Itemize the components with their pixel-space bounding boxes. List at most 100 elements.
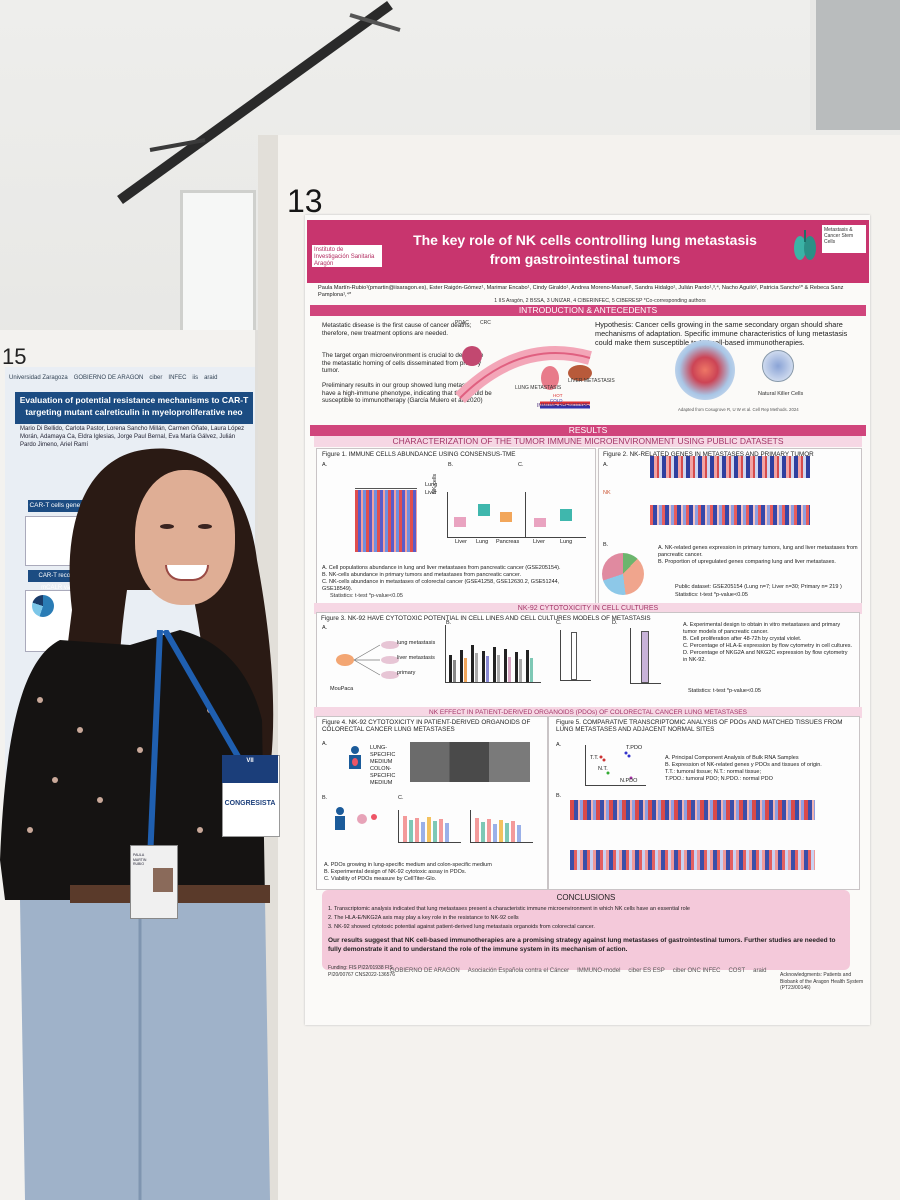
- figure-title: Figure 5. COMPARATIVE TRANSCRIPTOMIC ANA…: [556, 719, 843, 733]
- bar-chart-graphic: [560, 630, 591, 681]
- panel-label: C.: [398, 795, 404, 801]
- lungs-icon: [794, 230, 816, 260]
- id-card-photo: [153, 868, 173, 892]
- figure-title: Figure 3. NK-92 HAVE CYTOTOXIC POTENTIAL…: [321, 615, 651, 622]
- logo-text: ciber: [149, 375, 163, 381]
- conclusion-summary: Our results suggest that NK cell-based i…: [328, 937, 836, 953]
- bar: [641, 631, 649, 683]
- bar-chart-svg: [449, 645, 533, 682]
- gene-group-label: NK: [603, 490, 611, 496]
- funding-text: Funding: FIS PI22/01938 FIS PI20/00767 C…: [328, 965, 395, 978]
- caption-line: A. Cell populations abundance in lung an…: [322, 565, 561, 571]
- caption-line: B. Experimental design of NK-92 cytotoxi…: [324, 869, 467, 875]
- tick-label: Liver: [533, 539, 545, 545]
- poster-header: [307, 220, 869, 283]
- pca-label: N.T.: [598, 766, 608, 772]
- caption-line: B. NK-cells abundance in primary tumors …: [322, 572, 522, 578]
- panel-label: A.: [322, 462, 328, 468]
- diagram-label: IMMUNE PHENOTYPE: [537, 403, 590, 409]
- board-number: 15: [2, 344, 27, 369]
- intro-bullet: Preliminary results in our group showed …: [322, 382, 492, 405]
- caption-line: T.T.: tumoral tissue; N.T.: normal tissu…: [665, 769, 761, 775]
- caption-line: C. Percentage of HLA-E expression by flo…: [683, 643, 853, 649]
- cell-label: primary: [397, 670, 416, 676]
- caption-line: D. Percentage of NKG2A and NKG2C express…: [683, 650, 848, 663]
- bar-chart-graphic: [630, 628, 661, 684]
- heatmap: [570, 800, 815, 820]
- cell-label: lung metastasis: [397, 640, 436, 646]
- eye: [160, 524, 174, 529]
- institute-logo: Instituto de Investigación Sanitaria Ara…: [312, 245, 382, 267]
- medium-label: LUNG-SPECIFIC MEDIUM: [370, 745, 396, 765]
- poster-title: The key role of NK cells controlling lun…: [413, 232, 757, 248]
- caption-line: B. Proportion of upregulated genes compa…: [658, 559, 836, 565]
- caption-line: A. Experimental design to obtain in vitr…: [683, 622, 841, 635]
- person-icon: [349, 746, 361, 769]
- person-body: [0, 630, 270, 1200]
- caption-line: T.PDO.: tumoral PDO; N.PDO.: normal PDO: [665, 776, 773, 782]
- panel-label: A.: [322, 625, 328, 631]
- bar-chart-svg: [403, 816, 449, 842]
- figure-title: Figure 2. NK-RELATED GENES IN METASTASES…: [603, 451, 814, 458]
- sponsor-logo: Asociación Española contra el Cáncer: [467, 968, 570, 974]
- diagram-label: PDAC: [455, 320, 469, 326]
- face: [135, 470, 235, 605]
- bar-chart-graphic: [470, 810, 533, 843]
- figure-panel: [316, 612, 860, 709]
- assay-design-graphic: [335, 807, 377, 830]
- section-subheader: NK-92 CYTOTOXICITY IN CELL CULTURES: [314, 603, 862, 614]
- conclusion-item: 1. Transcriptomic analysis indicated tha…: [328, 906, 690, 912]
- eye: [198, 524, 212, 529]
- nk-cell-label: Natural Killer Cells: [758, 391, 804, 397]
- diagram-label: LIVER METASTASIS: [568, 378, 615, 384]
- image-credit: Adapted from Cosugrove R, U W et al. Cel…: [678, 407, 799, 412]
- pie-chart-graphic: [32, 595, 54, 617]
- sponsor-logo: ciber ONC INFEC: [672, 968, 721, 974]
- logo-text: iis: [192, 375, 199, 381]
- poster-affiliations: 1 IIS Aragón, 2 BSSA, 3 UNIZAR, 4 CIBERI…: [494, 298, 706, 304]
- boxplot-axes: [525, 492, 586, 538]
- axis-label: NK cells: [432, 473, 438, 494]
- bar: [571, 632, 577, 680]
- boxplot-axes: [447, 492, 526, 538]
- sponsor-logo: GOBIERNO DE ARAGON: [390, 968, 460, 974]
- section-header: INTRODUCTION & ANTECEDENTS: [310, 305, 866, 316]
- intro-bullet: The target organ microenvironment is cru…: [322, 352, 484, 375]
- badge-header: VII: [222, 755, 278, 783]
- caption-line: B. Expression of NK-related genes y PDOs…: [665, 762, 822, 768]
- medium-label: COLON-SPECIFIC MEDIUM: [370, 766, 396, 786]
- statistics-note: Statistics: t-test *p-value<0.05: [675, 592, 748, 598]
- window: [810, 0, 900, 130]
- tumor-microscopy-image: [675, 340, 735, 400]
- figure-caption: A. NK-related genes expression in primar…: [658, 545, 858, 566]
- acknowledgments: Acknowledgments: Patients and Biobank of…: [780, 972, 864, 991]
- conclusion-item: 3. NK-92 showed cytotoxic potential agai…: [328, 924, 595, 930]
- pca-svg: [599, 751, 633, 780]
- panel-label: B.: [556, 793, 562, 799]
- poster-logos-row: Universidad Zaragoza GOBIERNO DE ARAGON …: [5, 370, 257, 386]
- panel-label: B.: [448, 462, 454, 468]
- logo-text: araid: [204, 375, 218, 381]
- sponsor-logos: GOBIERNO DE ARAGON Asociación Española c…: [390, 968, 770, 974]
- boxplot-box: [534, 518, 546, 527]
- pca-plot: [585, 745, 646, 786]
- bar-chart-graphic: [445, 625, 541, 683]
- diagram-label: LUNG METASTASIS: [515, 385, 562, 391]
- pca-label: T.PDO: [626, 745, 643, 751]
- id-card-name: PAULA MARTIN RUBIO: [133, 853, 147, 866]
- sponsor-logo: ciber ES ESP: [628, 968, 665, 974]
- tick-label: Lung: [560, 539, 573, 545]
- heatmap: [650, 505, 810, 525]
- sponsor-logo: araid: [753, 968, 767, 974]
- panel-label: B.: [446, 620, 452, 626]
- caption-line: A. PDOs growing in lung-specific medium …: [324, 862, 492, 868]
- boxplot-box: [478, 504, 490, 516]
- boxplot-box: [454, 517, 466, 527]
- poster-authors: Mario Di Bellido, Carlota Pastor, Lorena…: [20, 426, 245, 448]
- logo-text: GOBIERNO DE ARAGON: [73, 375, 144, 381]
- figure-caption: A. PDOs growing in lung-specific medium …: [324, 862, 544, 883]
- poster-title-line: Evaluation of potential resistance mecha…: [19, 395, 249, 405]
- poster-title-line: targeting mutant calreticulin in myelopr…: [25, 407, 243, 417]
- panel-label: A.: [556, 742, 562, 748]
- section-subheader: CHARACTERIZATION OF THE TUMOR IMMUNE MIC…: [314, 436, 862, 447]
